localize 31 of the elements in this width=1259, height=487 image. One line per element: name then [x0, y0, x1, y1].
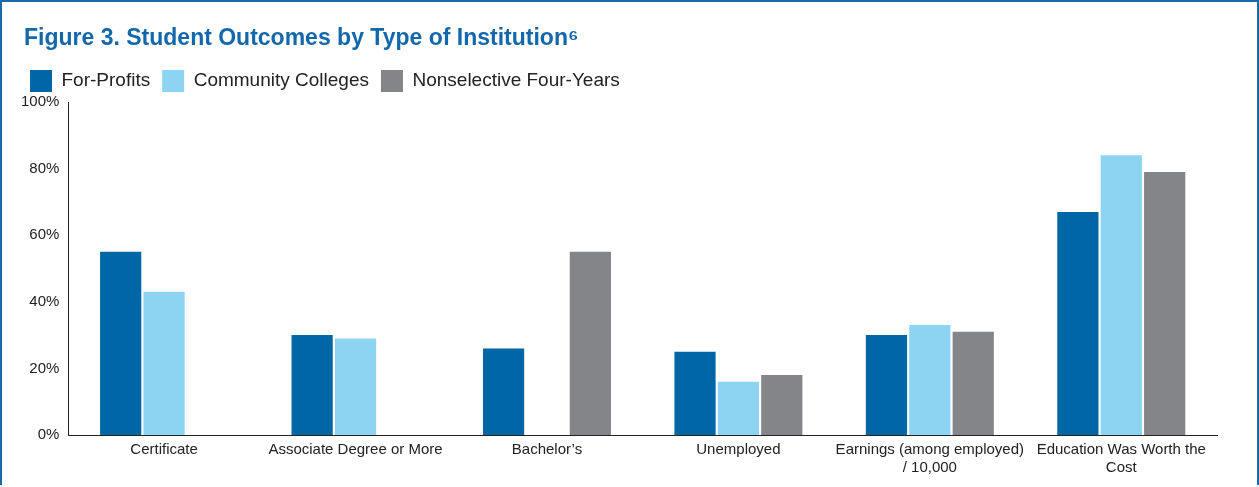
- bar: [143, 291, 185, 435]
- y-tick-label: 100%: [20, 92, 60, 110]
- bar: [1100, 155, 1142, 435]
- legend-label: Nonselective Four-Years: [412, 69, 620, 91]
- bar: [761, 375, 803, 435]
- bar: [909, 325, 951, 435]
- bar: [100, 251, 142, 435]
- y-tick-label: 80%: [29, 158, 60, 176]
- bar: [717, 381, 760, 435]
- y-tick-label: 20%: [29, 358, 60, 376]
- bar: [865, 335, 908, 435]
- x-tick-label: Associate Degree or More: [268, 440, 443, 458]
- y-tick-label: 0%: [37, 425, 60, 443]
- bar: [1144, 171, 1186, 435]
- bar: [569, 251, 611, 435]
- y-tick-label: 40%: [29, 291, 60, 309]
- x-tick-label: Earnings (among employed) / 10,000: [835, 440, 1025, 476]
- bar: [334, 338, 377, 435]
- bar: [674, 351, 716, 435]
- bar: [952, 331, 994, 435]
- chart-title: Figure 3. Student Outcomes by Type of Institution⁶: [24, 24, 579, 51]
- x-tick-label: Bachelor’s: [511, 440, 583, 458]
- bar: [482, 348, 525, 435]
- bar: [291, 335, 333, 435]
- x-tick-label: Education Was Worth the Cost: [1036, 440, 1206, 476]
- x-tick-label: Certificate: [130, 440, 198, 458]
- legend-label: For-Profits: [61, 69, 151, 91]
- legend-label: Community Colleges: [193, 69, 369, 91]
- x-tick-label: Unemployed: [696, 440, 781, 458]
- bar: [1057, 211, 1099, 435]
- y-tick-label: 60%: [29, 225, 60, 243]
